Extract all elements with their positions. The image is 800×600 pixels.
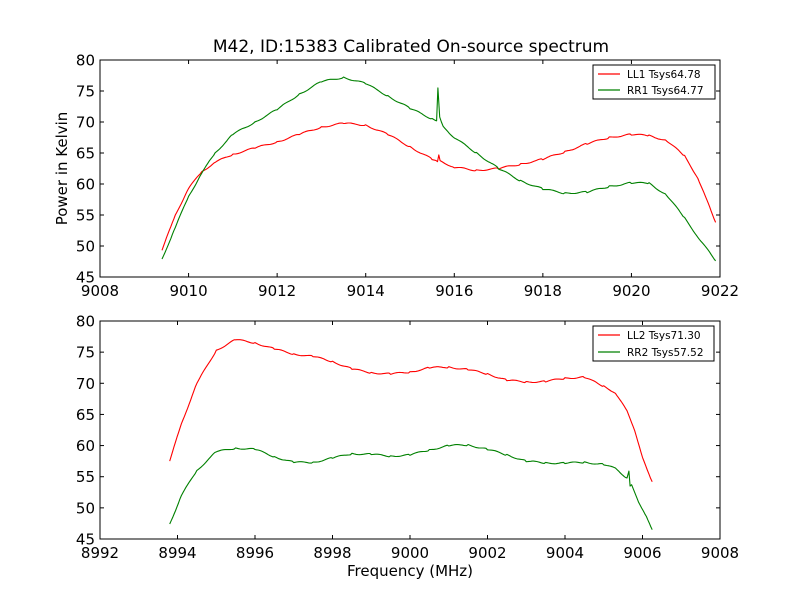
top-y-axis-label: Power in Kelvin xyxy=(53,112,71,226)
bottom-y-tick-label-6: 75 xyxy=(76,344,95,362)
top-y-tick-label-5: 70 xyxy=(76,114,95,132)
chart-title: M42, ID:15383 Calibrated On-source spect… xyxy=(213,37,609,57)
bottom-y-tick-label-2: 55 xyxy=(76,468,95,486)
top-legend: LL1 Tsys64.78 RR1 Tsys64.77 xyxy=(592,64,716,100)
bottom-x-tick-label-6: 9004 xyxy=(546,544,584,562)
bottom-x-tick-label-5: 9002 xyxy=(468,544,506,562)
bottom-x-tick-label-1: 8994 xyxy=(158,544,196,562)
top-plot-frame xyxy=(99,59,721,278)
bottom-x-tick-label-2: 8996 xyxy=(236,544,274,562)
top-series-line-0 xyxy=(161,122,717,251)
top-x-tick-label-6: 9020 xyxy=(612,282,650,300)
bottom-ticks-layer: 8992 8994 8996 8998 9000 9002 9004 9006 9008 45 50… xyxy=(76,313,739,563)
bottom-y-tick-label-4: 65 xyxy=(76,406,95,424)
top-x-tick-label-3: 9014 xyxy=(347,282,385,300)
bottom-x-tick-label-7: 9006 xyxy=(623,544,661,562)
top-x-tick-label-4: 9016 xyxy=(435,282,473,300)
bottom-y-tick-label-3: 60 xyxy=(76,437,95,455)
bottom-legend-box xyxy=(592,325,715,362)
top-y-tick-label-7: 80 xyxy=(76,52,95,70)
bottom-legend-label-0: LL2 Tsys71.30 xyxy=(627,330,701,342)
top-y-tick-label-1: 50 xyxy=(76,238,95,256)
bottom-legend: LL2 Tsys71.30 RR2 Tsys57.52 xyxy=(592,325,715,362)
top-x-tick-label-0: 9008 xyxy=(81,282,119,300)
bottom-series-layer xyxy=(169,339,653,530)
top-legend-box xyxy=(592,64,716,100)
top-x-tick-label-2: 9012 xyxy=(258,282,296,300)
bottom-y-tick-label-7: 80 xyxy=(76,313,95,331)
top-series-layer xyxy=(161,76,717,262)
top-x-tick-label-1: 9010 xyxy=(169,282,207,300)
top-y-tick-label-2: 55 xyxy=(76,207,95,225)
top-legend-label-0: LL1 Tsys64.78 xyxy=(627,69,701,81)
top-y-tick-label-3: 60 xyxy=(76,176,95,194)
bottom-x-axis-label: Frequency (MHz) xyxy=(347,562,473,580)
bottom-x-tick-label-8: 9008 xyxy=(701,544,739,562)
top-y-tick-label-4: 65 xyxy=(76,145,95,163)
top-x-tick-label-7: 9022 xyxy=(701,282,739,300)
top-ticks-layer: 9008 9010 9012 9014 9016 9018 9020 9022 45 50 55 60… xyxy=(76,52,739,301)
bottom-y-tick-label-0: 45 xyxy=(76,531,95,549)
top-series-line-1 xyxy=(161,76,717,262)
bottom-legend-label-1: RR2 Tsys57.52 xyxy=(627,347,704,359)
bottom-x-tick-label-4: 9000 xyxy=(391,544,429,562)
bottom-x-tick-label-3: 8998 xyxy=(313,544,351,562)
top-y-tick-label-0: 45 xyxy=(76,269,95,287)
top-y-tick-label-6: 75 xyxy=(76,83,95,101)
bottom-x-tick-label-0: 8992 xyxy=(81,544,119,562)
bottom-y-tick-label-1: 50 xyxy=(76,499,95,517)
top-x-tick-label-5: 9018 xyxy=(524,282,562,300)
bottom-series-line-1 xyxy=(169,443,653,530)
bottom-y-tick-label-5: 70 xyxy=(76,375,95,393)
top-legend-label-1: RR1 Tsys64.77 xyxy=(627,85,704,97)
bottom-series-line-0 xyxy=(169,339,653,482)
top-panel: 9008 9010 9012 9014 9016 9018 9020 9022 45 50 55 60… xyxy=(53,52,739,301)
bottom-panel: 8992 8994 8996 8998 9000 9002 9004 9006 9008 45 50… xyxy=(76,313,739,581)
